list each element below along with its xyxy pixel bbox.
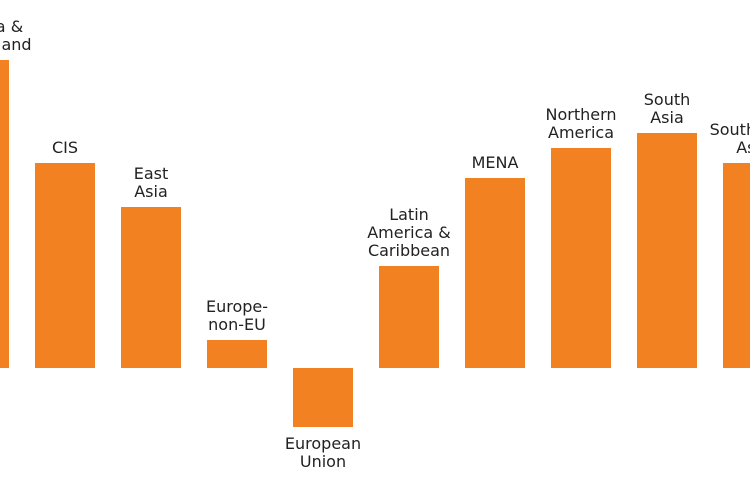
label-line: MENA	[472, 153, 519, 172]
bar-label: Australia &New Zealand	[0, 17, 32, 54]
bar	[637, 133, 697, 368]
bar	[35, 163, 95, 368]
label-line: America &	[367, 223, 451, 242]
label-line: non-EU	[208, 315, 266, 334]
bar-label: Europe-non-EU	[206, 297, 268, 334]
bar-label: Latin America & Caribbean	[367, 205, 451, 260]
label-line: New Zealand	[0, 35, 32, 54]
bar	[293, 368, 353, 427]
bar-label: MENA	[472, 153, 519, 172]
bar	[723, 163, 750, 368]
bar	[465, 178, 525, 368]
label-line: Australia &	[0, 17, 23, 36]
label-line: Asia	[736, 138, 750, 157]
bar-label: East Asia	[134, 164, 169, 201]
label-line: Asia	[134, 182, 168, 201]
bar-label: CIS	[52, 138, 78, 157]
label-line: East	[134, 164, 169, 183]
label-line: Latin	[389, 205, 429, 224]
label-line: Caribbean	[368, 241, 450, 260]
label-line: South	[644, 90, 691, 109]
label-line: South-East	[710, 120, 750, 139]
bar	[0, 60, 9, 368]
label-line: CIS	[52, 138, 78, 157]
bar-label: South Asia	[644, 90, 691, 127]
label-line: Northern	[545, 105, 616, 124]
bar-label: Northern America	[545, 105, 616, 142]
bar	[551, 148, 611, 368]
label-line: European	[285, 434, 361, 453]
label-line: Asia	[650, 108, 684, 127]
label-line: Europe-	[206, 297, 268, 316]
label-line: America	[548, 123, 614, 142]
label-line: Union	[300, 452, 346, 471]
bar	[379, 266, 439, 368]
bar	[207, 340, 267, 368]
bar	[121, 207, 181, 368]
bar-label: European Union	[285, 434, 361, 471]
